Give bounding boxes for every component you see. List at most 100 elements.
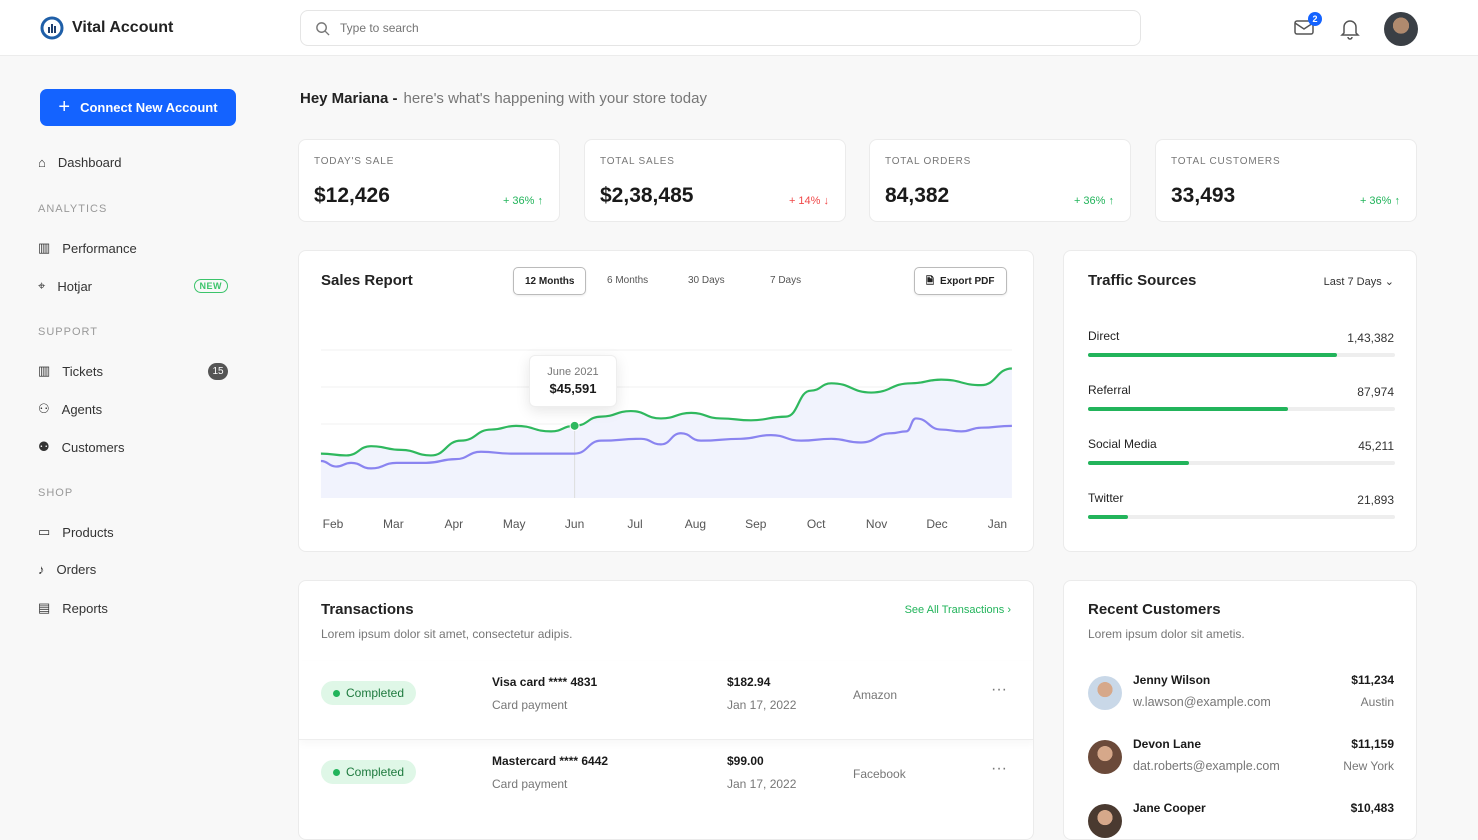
home-icon: ⌂ [38,155,46,170]
status-dot [333,689,340,697]
traffic-bar-fill [1088,515,1128,519]
traffic-value: 45,211 [1358,439,1394,453]
sidebar-item-tickets[interactable]: ▥ Tickets 15 [38,362,228,380]
more-options-icon[interactable]: ··· [991,760,1007,777]
section-analytics: ANALYTICS [38,203,108,215]
customer-avatar [1088,804,1122,838]
mail-button[interactable]: 2 [1294,11,1322,41]
sidebar-item-reports[interactable]: ▤ Reports [38,600,108,616]
chart-tooltip: June 2021 $45,591 [529,355,617,407]
search-bar[interactable] [300,10,1141,46]
folder-icon: ▭ [38,524,51,539]
customer-amount: $11,159 [1351,737,1394,751]
sidebar-item-orders[interactable]: ♪ Orders [38,562,97,577]
stat-value: 84,382 [885,184,950,207]
customers-subtitle: Lorem ipsum dolor sit ametis. [1088,627,1245,641]
traffic-bar [1088,515,1395,519]
card-name: Mastercard **** 6442 [492,754,609,768]
stat-card: TODAY'S SALE $12,426 + 36% ↑ [298,139,560,222]
file-icon: 🗎 [926,276,935,287]
traffic-value: 1,43,382 [1347,331,1394,345]
stat-label: TODAY'S SALE [314,156,395,167]
traffic-label: Twitter [1088,491,1124,505]
x-tick-label: Aug [684,517,707,531]
section-shop: SHOP [38,487,74,499]
x-tick-label: Mar [383,517,404,531]
traffic-label: Social Media [1088,437,1157,451]
traffic-bar [1088,407,1395,411]
x-tick-label: Sep [745,517,767,531]
x-tick-label: Apr [444,517,464,531]
users-icon: ⚉ [38,439,50,454]
customer-email: dat.roberts@example.com [1133,759,1280,773]
stat-card: TOTAL ORDERS 84,382 + 36% ↑ [869,139,1131,222]
transaction-row[interactable]: Completed Visa card **** 4831 Card payment… [299,661,1033,740]
tab-30-days[interactable]: 30 Days [688,275,725,286]
tab-6-months[interactable]: 6 Months [607,275,649,286]
logo[interactable]: Vital Account [40,16,173,40]
traffic-bar-fill [1088,353,1337,357]
customer-amount: $10,483 [1350,801,1394,815]
stat-card: TOTAL CUSTOMERS 33,493 + 36% ↑ [1155,139,1417,222]
highlight-point[interactable] [569,420,580,431]
x-tick-label: Jun [564,517,585,531]
traffic-bar-fill [1088,461,1190,465]
report-icon: ▤ [38,600,51,615]
tickets-count-badge: 15 [208,362,228,380]
connect-new-account-button[interactable]: + Connect New Account [40,89,236,126]
customer-name: Jane Cooper [1133,801,1206,815]
mail-count-badge: 2 [1308,11,1322,26]
stat-card: TOTAL SALES $2,38,485 + 14% ↓ [584,139,846,222]
sidebar-item-agents[interactable]: ⚇ Agents [38,401,103,417]
sales-report-title: Sales Report [321,272,413,289]
traffic-value: 87,974 [1357,385,1394,399]
x-tick-label: Feb [322,517,344,531]
search-input[interactable] [340,21,1040,35]
stat-value: $2,38,485 [600,184,694,207]
tab-7-days[interactable]: 7 Days [770,275,802,286]
traffic-title: Traffic Sources [1088,272,1197,289]
more-options-icon[interactable]: ··· [991,681,1007,698]
transactions-card: Transactions Lorem ipsum dolor sit amet,… [298,580,1034,840]
x-tick-label: May [502,517,526,531]
user-avatar[interactable] [1384,12,1418,46]
traffic-label: Direct [1088,329,1120,343]
sidebar-item-hotjar[interactable]: ⌖ Hotjar NEW [38,278,228,294]
sales-chart [320,349,1013,498]
search-icon [316,21,330,36]
sidebar-item-products[interactable]: ▭ Products [38,524,114,540]
merchant: Amazon [853,688,898,702]
transaction-date: Jan 17, 2022 [727,698,797,712]
sidebar-item-performance[interactable]: ▥ Performance [38,240,137,256]
stat-change: + 36% ↑ [1073,195,1114,207]
sidebar-item-dashboard[interactable]: ⌂ Dashboard [38,155,122,170]
bell-icon[interactable] [1340,18,1360,40]
stat-change: + 36% ↑ [502,195,543,207]
status-dot [333,768,340,776]
status-badge: Completed [321,681,417,705]
export-pdf-button[interactable]: 🗎 Export PDF [914,267,1007,295]
sidebar-item-customers[interactable]: ⚉ Customers [38,439,125,455]
recent-customers-card: Recent Customers Lorem ipsum dolor sit a… [1063,580,1417,840]
logo-icon [40,16,64,40]
x-tick-label: Dec [926,517,948,531]
traffic-bar [1088,461,1395,465]
range-dropdown[interactable]: Last 7 Days ⌄ [1323,276,1394,288]
x-tick-label: Jul [627,517,643,531]
transaction-date: Jan 17, 2022 [727,777,797,791]
bell-icon: ♪ [38,562,45,577]
customer-avatar [1088,676,1122,710]
transaction-row[interactable]: Completed Mastercard **** 6442 Card paymen… [299,740,1033,819]
top-header: Vital Account 2 [0,0,1478,56]
x-tick-label: Nov [865,517,888,531]
see-all-transactions-link[interactable]: See All Transactions › [904,604,1011,616]
traffic-bar-fill [1088,407,1288,411]
transactions-subtitle: Lorem ipsum dolor sit amet, consectetur … [321,627,573,641]
status-badge: Completed [321,760,417,784]
section-support: SUPPORT [38,326,98,338]
traffic-value: 21,893 [1357,493,1394,507]
chevron-down-icon: ⌄ [1384,276,1394,288]
bar-chart-icon: ▥ [38,240,51,255]
customers-title: Recent Customers [1088,601,1221,618]
tab-12-months[interactable]: 12 Months [513,267,587,295]
